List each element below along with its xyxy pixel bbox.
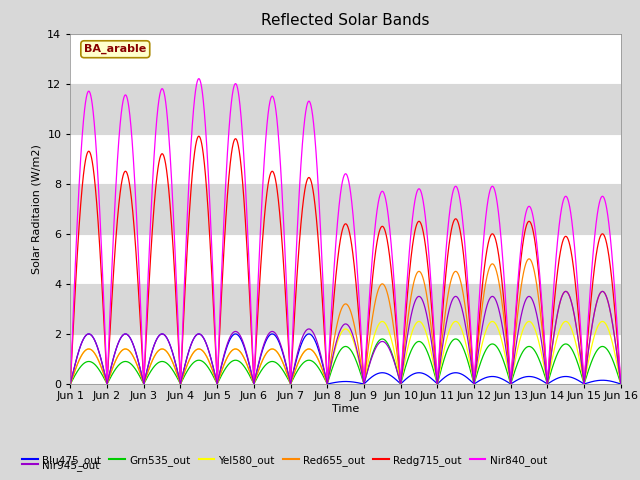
Title: Reflected Solar Bands: Reflected Solar Bands — [261, 13, 430, 28]
X-axis label: Time: Time — [332, 404, 359, 414]
Text: BA_arable: BA_arable — [84, 44, 147, 54]
Bar — [70, 84, 621, 134]
Bar — [70, 284, 621, 334]
Legend: Blu475_out, Grn535_out, Yel580_out, Red655_out, Redg715_out, Nir840_out: Blu475_out, Grn535_out, Yel580_out, Red6… — [18, 451, 551, 470]
Y-axis label: Solar Raditaion (W/m2): Solar Raditaion (W/m2) — [32, 144, 42, 274]
Bar — [70, 184, 621, 234]
Legend: Nir945_out: Nir945_out — [18, 456, 104, 475]
